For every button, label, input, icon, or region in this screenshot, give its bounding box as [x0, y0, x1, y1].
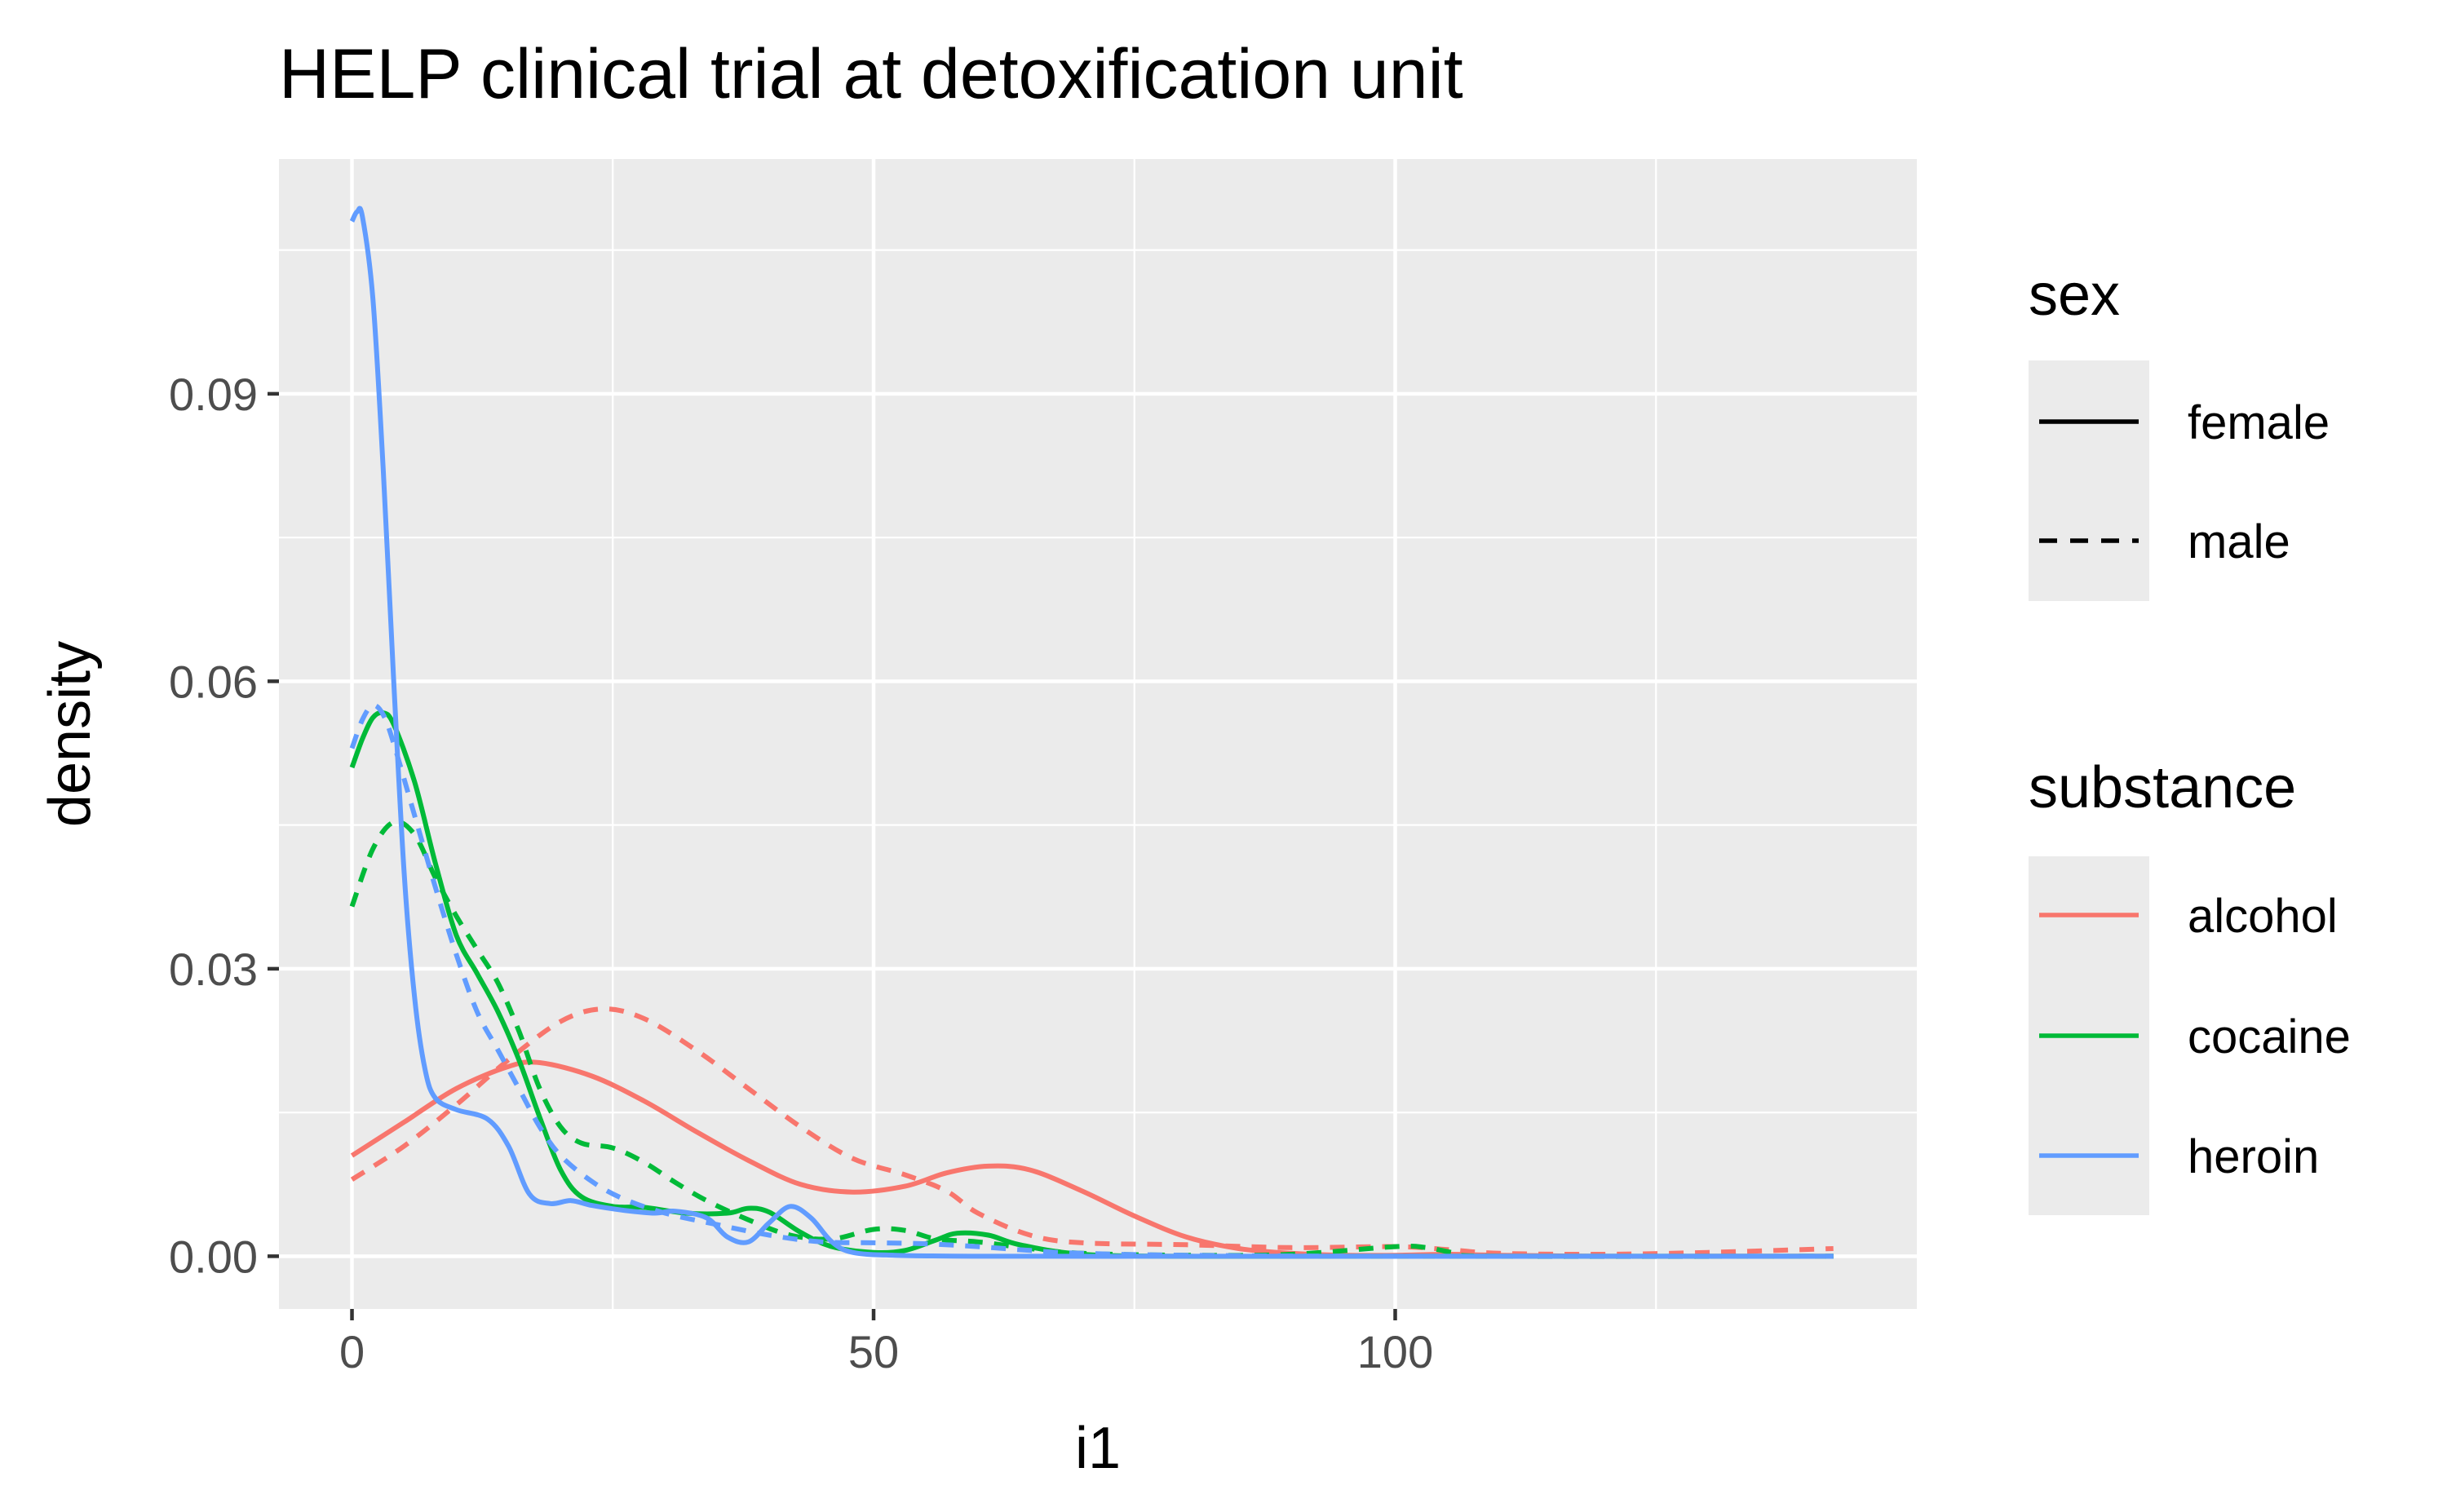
density-line-alcohol-male [350, 1006, 1834, 1258]
legend-sex-keys-background [2029, 360, 2149, 601]
legend-substance: substance alcohol cocaine heroin [2029, 755, 2351, 1215]
x-tick-label: 0 [339, 1326, 365, 1377]
x-tick-label: 100 [1357, 1326, 1433, 1377]
legend-label-cocaine: cocaine [2188, 1010, 2351, 1063]
x-tick-label: 50 [848, 1326, 899, 1377]
legend-label-heroin: heroin [2188, 1130, 2319, 1183]
density-line-heroin-female [349, 206, 1834, 1259]
legend-sex-title: sex [2029, 263, 2120, 328]
x-axis-title: i1 [1075, 1416, 1121, 1481]
legend-sex: sex female male [2029, 263, 2330, 601]
legend-label-female: female [2188, 396, 2330, 449]
y-tick-label: 0.06 [169, 656, 258, 707]
y-tick-label: 0.09 [169, 369, 258, 420]
legend-label-male: male [2188, 515, 2290, 568]
legend-label-alcohol: alcohol [2188, 890, 2338, 943]
density-series [349, 206, 1834, 1259]
axes: 0 50 100 0.00 0.03 0.06 0.09 [169, 369, 1433, 1377]
density-line-cocaine-male [349, 819, 1834, 1259]
y-axis-title: density [38, 641, 103, 827]
plot-panel [279, 159, 1917, 1309]
density-line-heroin-male [349, 702, 1834, 1259]
chart-title: HELP clinical trial at detoxification un… [279, 35, 1463, 113]
legend-substance-title: substance [2029, 755, 2296, 820]
y-tick-label: 0.03 [169, 944, 258, 995]
y-tick-label: 0.00 [169, 1231, 258, 1282]
